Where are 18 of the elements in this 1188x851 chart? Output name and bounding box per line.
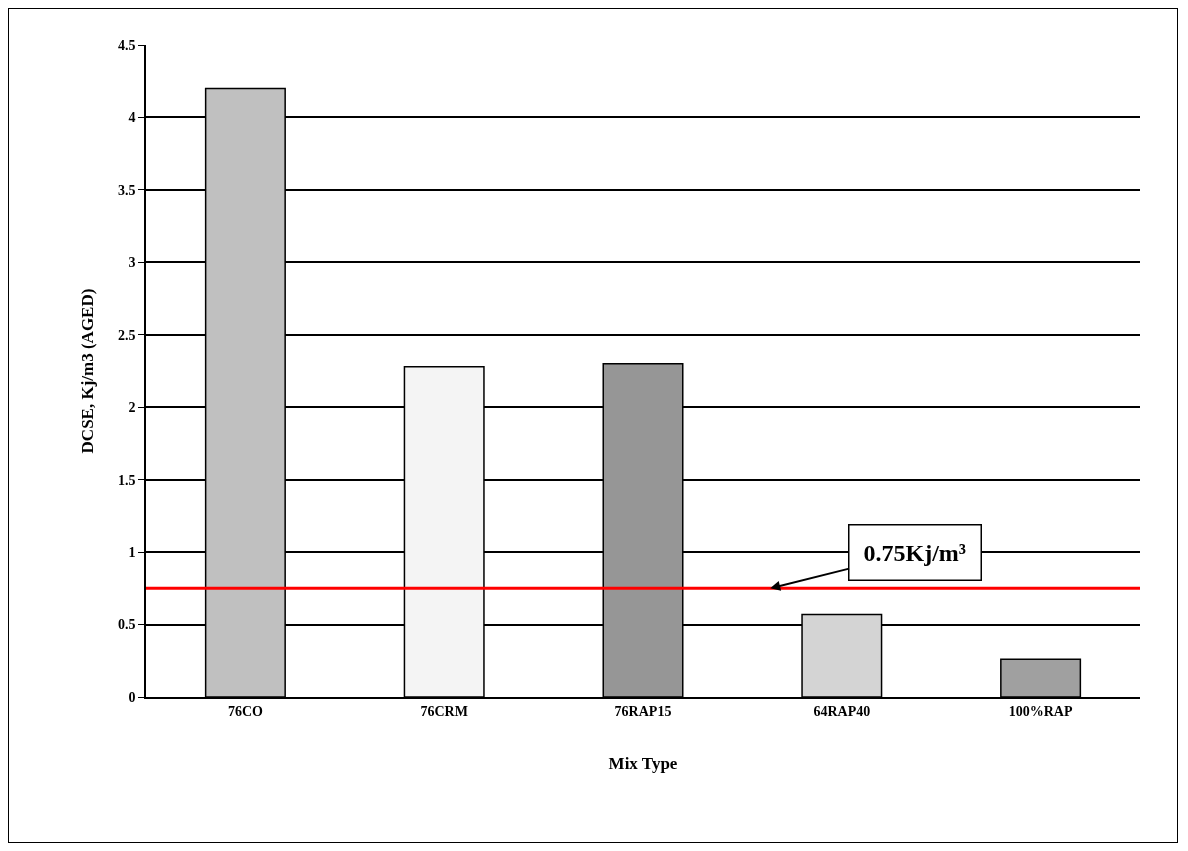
x-axis-title: Mix Type xyxy=(608,754,678,774)
x-tick-label: 76RAP15 xyxy=(614,703,672,719)
y-tick-label: 2.5 xyxy=(117,327,136,343)
x-tick-label: 64RAP40 xyxy=(813,703,871,719)
x-tick-label: 76CRM xyxy=(420,703,468,719)
y-tick-label: 4 xyxy=(128,110,136,126)
y-tick-label: 0 xyxy=(128,689,136,705)
ref-line-label: 0.75Kj/m³ xyxy=(863,539,967,566)
y-tick-label: 3.5 xyxy=(117,182,136,198)
y-tick-label: 1.5 xyxy=(117,472,136,488)
y-tick-label: 4.5 xyxy=(117,37,136,53)
x-tick-label: 100%RAP xyxy=(1008,703,1073,719)
x-tick-label: 76CO xyxy=(227,703,264,719)
y-tick-label: 0.5 xyxy=(117,617,136,633)
y-tick-label: 3 xyxy=(128,255,136,271)
y-tick-label: 1 xyxy=(128,545,136,561)
y-axis-title: DCSE, Kj/m3 (AGED) xyxy=(78,288,97,454)
y-tick-label: 2 xyxy=(128,400,136,416)
